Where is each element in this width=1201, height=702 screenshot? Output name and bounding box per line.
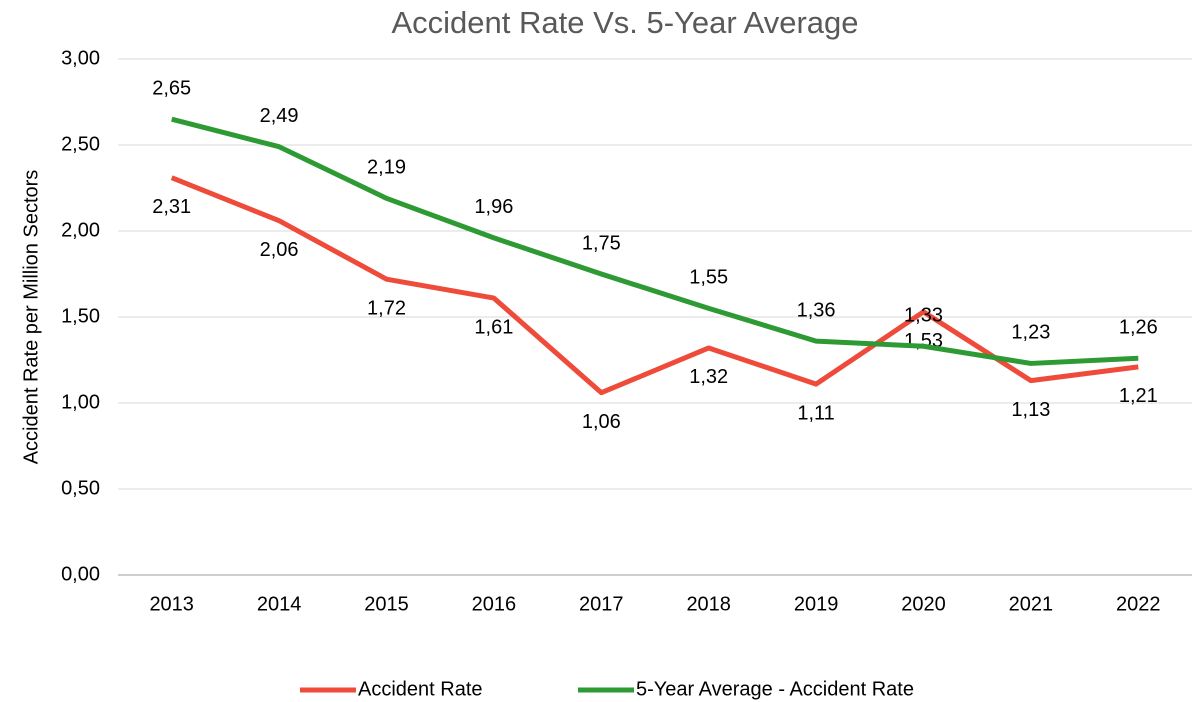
x-tick-label: 2018: [686, 593, 731, 615]
legend-label: 5-Year Average - Accident Rate: [636, 678, 914, 700]
x-tick-label: 2019: [794, 593, 839, 615]
y-tick-label: 2,00: [61, 219, 100, 241]
x-tick-label: 2015: [364, 593, 409, 615]
data-label: 1,11: [797, 402, 834, 424]
data-line: [170, 175, 1139, 396]
y-tick-label: 1,00: [61, 391, 100, 413]
data-label: 1,23: [1011, 322, 1050, 344]
data-label: 1,75: [582, 232, 621, 254]
chart-title: Accident Rate Vs. 5-Year Average: [391, 5, 858, 40]
x-tick-label: 2014: [257, 593, 302, 615]
data-label: 1,55: [689, 267, 728, 289]
legend-label: Accident Rate: [358, 678, 483, 700]
y-tick-label: 2,50: [61, 133, 100, 155]
y-tick-label: 0,00: [61, 563, 100, 585]
data-label: 1,33: [904, 305, 943, 327]
data-label: 1,21: [1119, 385, 1158, 407]
y-tick-label: 1,50: [61, 305, 100, 327]
x-tick-label: 2013: [149, 593, 194, 615]
x-tick-label: 2022: [1116, 593, 1161, 615]
x-tick-label: 2021: [1009, 593, 1054, 615]
data-label: 2,49: [260, 105, 299, 127]
y-axis-label: Accident Rate per Million Sectors: [20, 170, 42, 465]
data-line: [171, 116, 1139, 366]
data-label: 1,36: [797, 299, 836, 321]
data-label: 1,32: [689, 366, 728, 388]
data-label: 1,72: [367, 297, 406, 319]
data-label: 1,61: [474, 316, 513, 338]
x-tick-label: 2020: [901, 593, 946, 615]
data-label: 2,06: [260, 239, 299, 261]
data-label: 2,65: [152, 77, 191, 99]
data-label: 1,13: [1011, 399, 1050, 421]
y-tick-label: 3,00: [61, 47, 100, 69]
data-label: 2,31: [152, 196, 191, 218]
data-label: 1,06: [582, 411, 621, 433]
data-label: 1,26: [1119, 317, 1158, 339]
y-tick-label: 0,50: [61, 477, 100, 499]
x-tick-label: 2017: [579, 593, 624, 615]
data-label: 2,19: [367, 157, 406, 179]
x-tick-label: 2016: [472, 593, 517, 615]
data-label: 1,96: [474, 196, 513, 218]
